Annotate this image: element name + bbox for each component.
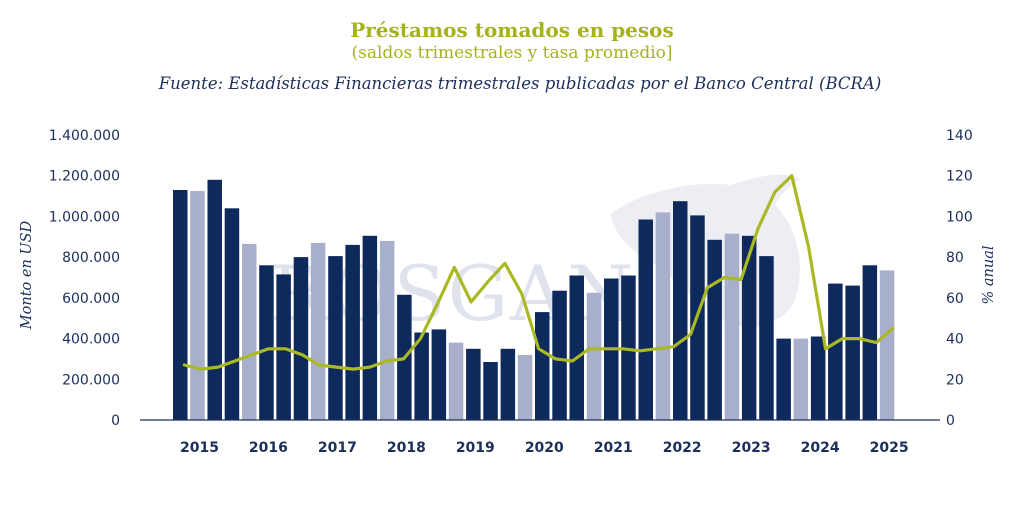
y2-tick-label: 80 (946, 250, 964, 266)
x-tick-label: 2019 (456, 440, 495, 456)
y-tick-label: 400.000 (62, 332, 120, 348)
x-tick-label: 2015 (180, 440, 219, 456)
bar (535, 312, 550, 420)
bar (259, 265, 274, 420)
bar (500, 348, 516, 421)
y-tick-label: 1.000.000 (49, 209, 120, 225)
y-tick-label: 0 (111, 413, 120, 429)
x-tick-label: 2021 (594, 440, 633, 456)
bar (431, 329, 447, 420)
y-tick-label: 800.000 (62, 250, 120, 266)
bar (673, 201, 688, 420)
bar (328, 256, 343, 420)
chart-source: Fuente: Estadísticas Financieras trimest… (158, 74, 882, 93)
bar (724, 233, 740, 420)
bar (707, 239, 722, 420)
bar (586, 292, 602, 420)
bar (414, 332, 429, 420)
bar (190, 191, 205, 420)
bar (759, 256, 774, 420)
bar (655, 212, 671, 420)
bars (173, 179, 895, 421)
bar (776, 338, 791, 420)
bar (810, 336, 826, 420)
x-tick-label: 2023 (732, 440, 771, 456)
x-tick-label: 2020 (525, 440, 564, 456)
chart-title: Préstamos tomados en pesos (350, 18, 674, 42)
bar (207, 179, 222, 420)
y2-axis-label: % anual (981, 245, 997, 304)
y2-tick-label: 40 (946, 332, 964, 348)
bar (242, 243, 257, 420)
bar (879, 270, 895, 420)
bar (569, 275, 584, 420)
bar (638, 219, 653, 420)
rate-line-group (182, 174, 895, 371)
bar (466, 348, 481, 421)
bar (845, 285, 860, 420)
bar (828, 283, 843, 420)
bar (379, 240, 395, 420)
bar (345, 244, 360, 420)
bar (517, 354, 533, 420)
x-tick-label: 2016 (249, 440, 288, 456)
y-tick-label: 1.400.000 (49, 128, 120, 144)
y-axis-right: 0 20 40 60 80 100 120 140 (946, 128, 973, 429)
bar (362, 235, 378, 420)
chart-subtitle: (saldos trimestrales y tasa promedio] (351, 43, 673, 63)
y2-tick-label: 60 (946, 291, 964, 307)
bar (793, 338, 809, 420)
y-tick-label: 1.200.000 (49, 169, 120, 185)
y2-tick-label: 0 (946, 413, 955, 429)
x-tick-label: 2025 (870, 440, 909, 456)
bar (621, 275, 636, 420)
y2-tick-label: 20 (946, 372, 964, 388)
bar (224, 208, 240, 420)
y2-tick-label: 140 (946, 128, 973, 144)
y2-tick-label: 120 (946, 169, 973, 185)
y-axis-label: Monto en USD (19, 220, 35, 330)
bar (173, 190, 188, 420)
y2-tick-label: 100 (946, 209, 973, 225)
x-tick-label: 2022 (663, 440, 702, 456)
rate-line (182, 174, 895, 371)
x-tick-label: 2017 (318, 440, 357, 456)
bar (552, 290, 567, 420)
bar (483, 362, 498, 420)
y-tick-label: 600.000 (62, 291, 120, 307)
bar (310, 242, 326, 420)
x-tick-label: 2018 (387, 440, 426, 456)
bar (741, 235, 757, 420)
bar (293, 257, 309, 420)
y-tick-label: 200.000 (62, 372, 120, 388)
x-axis: 2015 2016 2017 2018 2019 2020 2021 2022 2023 2024… (180, 440, 909, 456)
x-tick-label: 2024 (801, 440, 840, 456)
bar (448, 342, 464, 420)
y-axis-left: 0 200.000 400.000 600.000 800.000 1.000.000 1.… (49, 128, 120, 429)
